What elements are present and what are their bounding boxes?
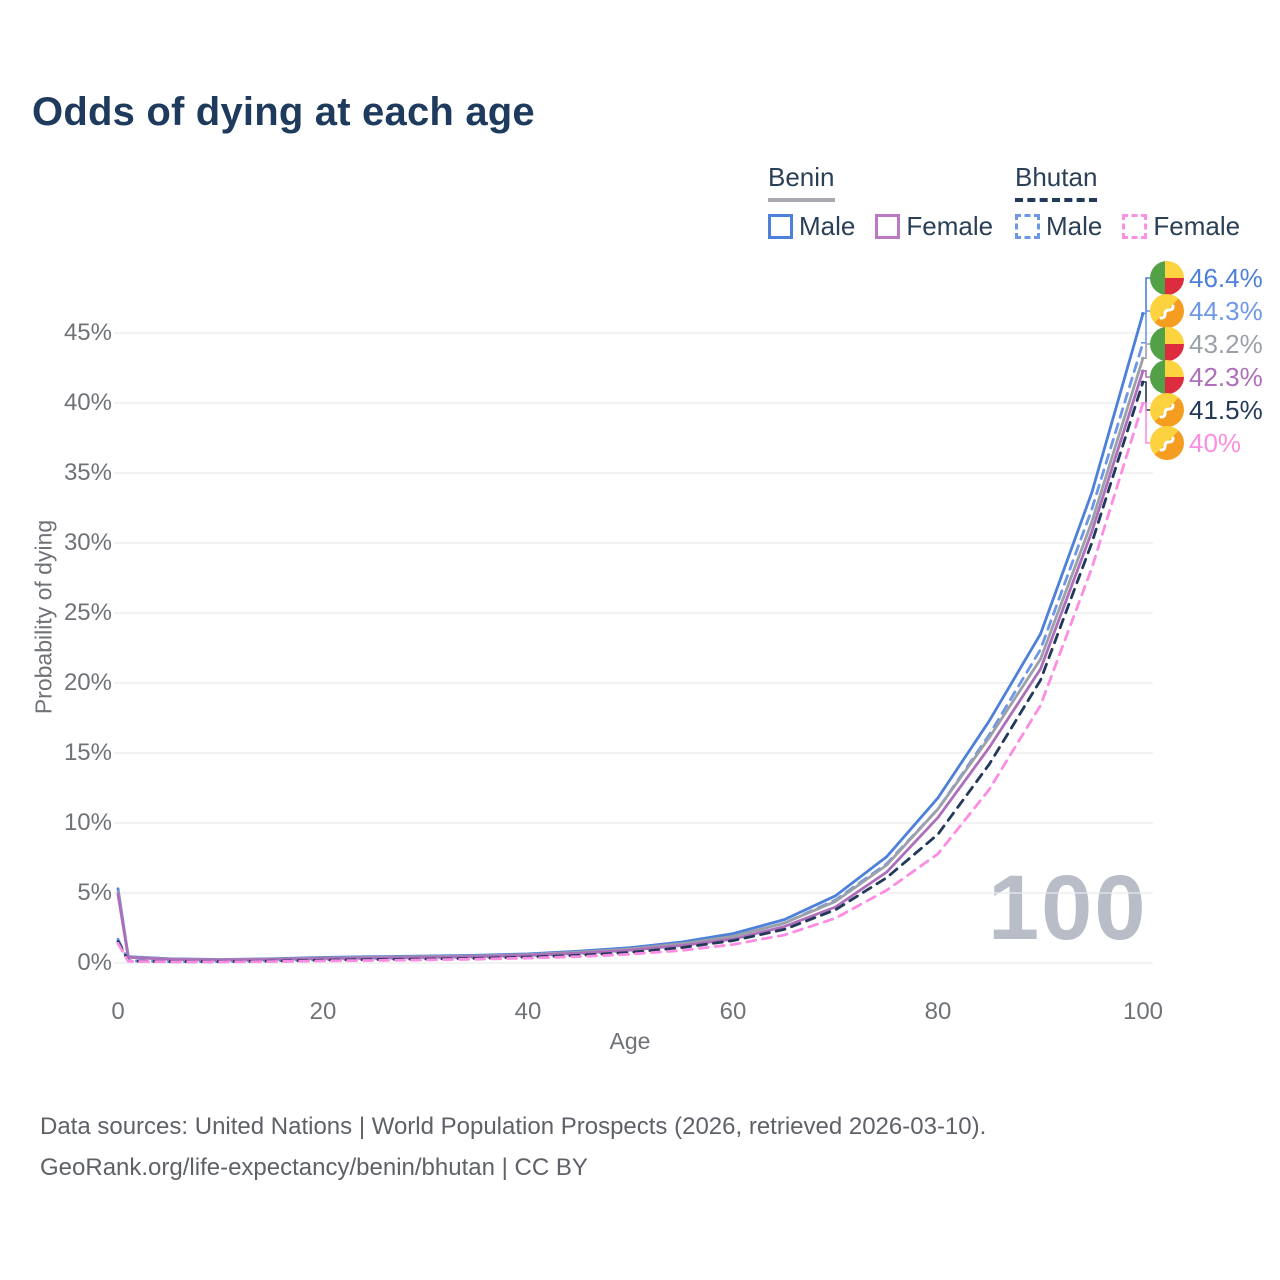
series-line-benin-both — [116, 356, 1145, 962]
series-line-benin-male — [116, 311, 1145, 961]
end-label-connector — [1141, 370, 1151, 378]
legend-item-benin-male[interactable]: Male — [768, 211, 855, 242]
y-tick-label: 40% — [63, 389, 112, 416]
series-line-benin-female — [116, 369, 1145, 962]
legend-item-label: Female — [906, 211, 994, 241]
y-tick-label: 25% — [63, 599, 112, 626]
benin-flag-icon — [1150, 327, 1184, 361]
benin-flag-icon — [1150, 360, 1184, 394]
series-end-row: 44.3% — [1150, 294, 1263, 328]
end-label-connector — [1141, 343, 1151, 359]
series-end-value: 44.3% — [1189, 295, 1263, 326]
y-tick-label: 15% — [63, 739, 112, 766]
legend-item-label: Female — [1153, 211, 1241, 241]
x-tick-label: 100 — [1122, 998, 1164, 1025]
legend-group-title-bhutan: Bhutan — [1015, 162, 1098, 202]
series-end-value: 43.2% — [1189, 328, 1263, 359]
series-line-bhutan-female — [116, 401, 1145, 964]
benin-flag-icon — [1150, 261, 1184, 295]
x-tick-label: 40 — [514, 998, 542, 1025]
y-tick-label: 5% — [77, 879, 112, 906]
y-tick-label: 0% — [77, 949, 112, 976]
series-end-value: 46.4% — [1189, 262, 1263, 293]
legend-group-benin: Benin Male Female — [768, 162, 993, 242]
bhutan-flag-icon — [1150, 393, 1184, 427]
y-tick-label: 20% — [63, 669, 112, 696]
end-label-connector — [1141, 402, 1151, 444]
footer-link: GeoRank.org/life-expectancy/benin/bhutan… — [40, 1154, 588, 1181]
end-label-connector — [1141, 277, 1151, 315]
legend-items-benin: Male Female — [768, 211, 993, 242]
series-line-bhutan-male — [116, 341, 1145, 963]
watermark-age-100: 100 — [988, 857, 1148, 959]
legend-item-label: Male — [799, 211, 856, 241]
chart-title: Odds of dying at each age — [32, 90, 535, 134]
bhutan-male-swatch-icon — [1015, 214, 1040, 239]
series-end-row: 42.3% — [1150, 360, 1263, 394]
x-tick-label: 80 — [924, 998, 952, 1025]
legend-group-title-benin: Benin — [768, 162, 835, 202]
legend-group-bhutan: Bhutan Male Female — [1015, 162, 1240, 242]
bhutan-flag-icon — [1150, 426, 1184, 460]
bhutan-female-swatch-icon — [1122, 214, 1148, 239]
series-line-bhutan-both — [116, 380, 1145, 964]
legend-items-bhutan: Male Female — [1015, 211, 1240, 242]
x-axis-title: Age — [609, 1028, 651, 1054]
x-tick-label: 0 — [111, 998, 125, 1025]
series-end-row: 41.5% — [1150, 393, 1263, 427]
y-tick-label: 35% — [63, 459, 112, 486]
y-tick-label: 30% — [63, 529, 112, 556]
bhutan-flag-icon — [1150, 294, 1184, 328]
legend-item-label: Male — [1046, 211, 1103, 241]
end-label-connector — [1141, 310, 1151, 344]
footer-attribution: Data sources: United Nations | World Pop… — [40, 1106, 986, 1188]
series-end-value: 41.5% — [1189, 394, 1263, 425]
series-end-value: 40% — [1189, 427, 1242, 458]
end-label-connector — [1141, 381, 1151, 411]
x-tick-label: 60 — [719, 998, 747, 1025]
benin-male-swatch-icon — [768, 214, 793, 239]
series-end-value: 42.3% — [1189, 361, 1263, 392]
legend-item-bhutan-female[interactable]: Female — [1122, 211, 1240, 242]
legend-item-bhutan-male[interactable]: Male — [1015, 211, 1102, 242]
series-end-row: 40% — [1150, 426, 1241, 460]
y-tick-label: 45% — [63, 319, 112, 346]
footer-data-sources: Data sources: United Nations | World Pop… — [40, 1113, 987, 1140]
y-tick-label: 10% — [63, 809, 112, 836]
x-tick-label: 20 — [309, 998, 337, 1025]
benin-female-swatch-icon — [875, 214, 901, 239]
series-end-row: 46.4% — [1150, 261, 1263, 295]
legend-item-benin-female[interactable]: Female — [875, 211, 993, 242]
series-end-row: 43.2% — [1150, 327, 1263, 361]
